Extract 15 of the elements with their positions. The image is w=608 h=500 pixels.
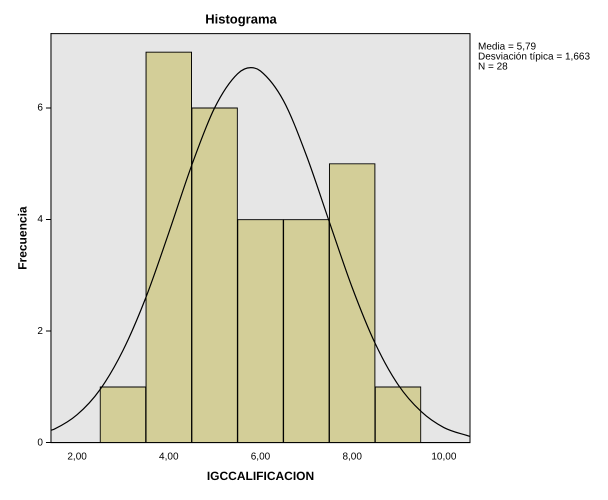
text: Desviación típica = 1,663 [478,51,590,62]
y-axis-title: Frecuencia [16,206,30,270]
y-tick-label: 2 [37,326,44,337]
x-tick-label: 4,00 [159,451,179,462]
x-tick-label: 2,00 [67,451,88,462]
x-axis-title: IGCCALIFICACION [206,469,314,484]
y-tick-label: 4 [37,214,44,226]
x-tick-label: 8,00 [342,451,362,462]
text: N = 28 [478,61,508,72]
x-tick-label: 10,00 [431,451,457,462]
x-tick-label: 6,00 [250,451,271,462]
y-tick-label: 6 [37,102,44,114]
chart-title: Histograma [205,11,278,26]
text: Media = 5,79 [478,41,537,52]
y-tick-label: 0 [37,437,44,448]
